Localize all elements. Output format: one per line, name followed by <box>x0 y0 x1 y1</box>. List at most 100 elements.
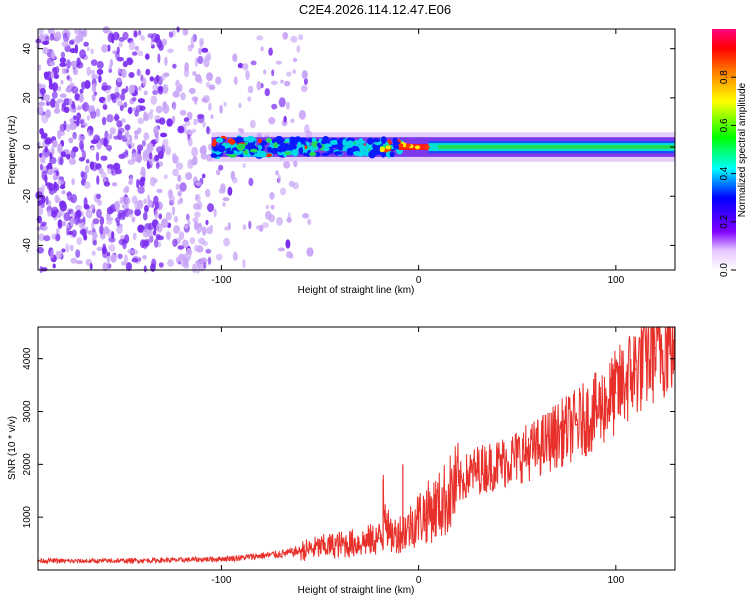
noise-speckle <box>99 216 105 226</box>
noise-speckle <box>128 72 135 78</box>
band-blob <box>212 146 219 152</box>
noise-speckle <box>172 168 179 177</box>
noise-speckle <box>175 162 184 171</box>
snr-data-point <box>467 474 469 476</box>
noise-speckle <box>157 53 161 64</box>
noise-speckle <box>51 82 59 92</box>
snr-data-point <box>319 546 321 549</box>
noise-speckle <box>76 112 82 121</box>
noise-speckle <box>131 257 139 263</box>
noise-speckle <box>79 49 86 59</box>
noise-speckle <box>45 195 49 206</box>
noise-speckle <box>86 47 90 52</box>
noise-speckle <box>290 35 298 43</box>
y-tick-label: 40 <box>22 43 33 55</box>
noise-speckle <box>61 106 67 112</box>
noise-speckle <box>205 188 211 198</box>
colorbar <box>712 29 736 270</box>
noise-speckle <box>135 104 143 112</box>
noise-speckle <box>189 87 196 95</box>
snr-data-point <box>437 505 440 508</box>
noise-speckle <box>70 60 78 67</box>
noise-speckle <box>130 84 135 94</box>
noise-speckle <box>53 183 58 194</box>
noise-speckle <box>149 109 154 114</box>
noise-speckle <box>123 101 128 108</box>
snr-data-point <box>427 511 430 513</box>
noise-speckle <box>134 134 139 140</box>
snr-data-point <box>388 536 390 539</box>
noise-speckle <box>41 225 48 231</box>
noise-speckle <box>208 102 212 112</box>
band-blob <box>316 142 321 147</box>
noise-speckle <box>50 71 55 79</box>
noise-speckle <box>206 51 211 60</box>
noise-speckle <box>179 197 183 204</box>
noise-speckle <box>117 253 123 260</box>
noise-speckle <box>195 264 201 274</box>
noise-speckle <box>106 114 114 123</box>
noise-speckle <box>70 257 78 264</box>
noise-speckle <box>55 197 61 203</box>
spectrogram-y-ticks: -40 -20 0 20 40 <box>22 43 675 253</box>
noise-speckle <box>213 208 217 218</box>
noise-speckle <box>152 89 159 96</box>
noise-speckle <box>255 225 262 230</box>
band-blob <box>243 137 250 142</box>
noise-speckle <box>86 66 92 77</box>
x-tick-label: -100 <box>211 275 231 286</box>
band-blob <box>371 149 378 156</box>
noise-speckle <box>222 197 230 202</box>
noise-speckle <box>40 267 48 272</box>
snr-data-point <box>476 468 479 471</box>
noise-speckle <box>137 117 145 125</box>
noise-speckle <box>238 102 242 109</box>
noise-speckle <box>227 186 233 196</box>
noise-speckle <box>186 129 193 137</box>
colorbar-tick-label: 0.2 <box>719 214 730 228</box>
noise-speckle <box>264 88 270 97</box>
noise-speckle <box>194 193 201 202</box>
snr-data-point <box>407 526 410 529</box>
band-blob <box>323 143 333 148</box>
noise-speckle <box>207 256 212 265</box>
band-green <box>438 145 675 149</box>
noise-speckle <box>199 38 205 46</box>
noise-speckle <box>201 226 207 236</box>
noise-speckle <box>150 32 158 43</box>
snr-data-point <box>634 368 637 371</box>
noise-speckle <box>37 64 42 71</box>
noise-speckle <box>298 34 304 41</box>
noise-speckle <box>91 93 96 102</box>
band-blob <box>284 151 291 156</box>
noise-speckle <box>68 137 74 144</box>
noise-speckle <box>39 152 43 158</box>
noise-speckle <box>98 167 104 175</box>
noise-speckle <box>210 114 214 120</box>
noise-speckle <box>52 140 58 148</box>
snr-plot-area <box>38 327 675 570</box>
noise-speckle <box>134 209 142 216</box>
band-blob <box>258 145 263 150</box>
colorbar-label: Normalized spectral amplitude <box>737 82 748 217</box>
noise-speckle <box>90 161 98 172</box>
noise-speckle <box>277 247 286 252</box>
noise-speckle <box>167 48 174 54</box>
band-blob <box>215 137 224 143</box>
noise-speckle <box>119 104 124 111</box>
snr-data-point <box>398 532 400 534</box>
noise-speckle <box>223 237 231 247</box>
y-tick-label: 0 <box>22 144 33 150</box>
snr-data-point <box>536 447 538 450</box>
noise-speckle <box>101 44 109 53</box>
noise-speckle <box>124 185 130 193</box>
noise-speckle <box>57 85 62 92</box>
noise-speckle <box>163 174 168 179</box>
noise-speckle <box>192 217 199 223</box>
noise-speckle <box>268 117 276 125</box>
noise-speckle <box>283 115 287 123</box>
noise-speckle <box>172 238 178 247</box>
noise-speckle <box>96 60 104 69</box>
spectrogram-y-label: Frequency (Hz) <box>7 116 18 185</box>
noise-speckle <box>155 105 163 114</box>
